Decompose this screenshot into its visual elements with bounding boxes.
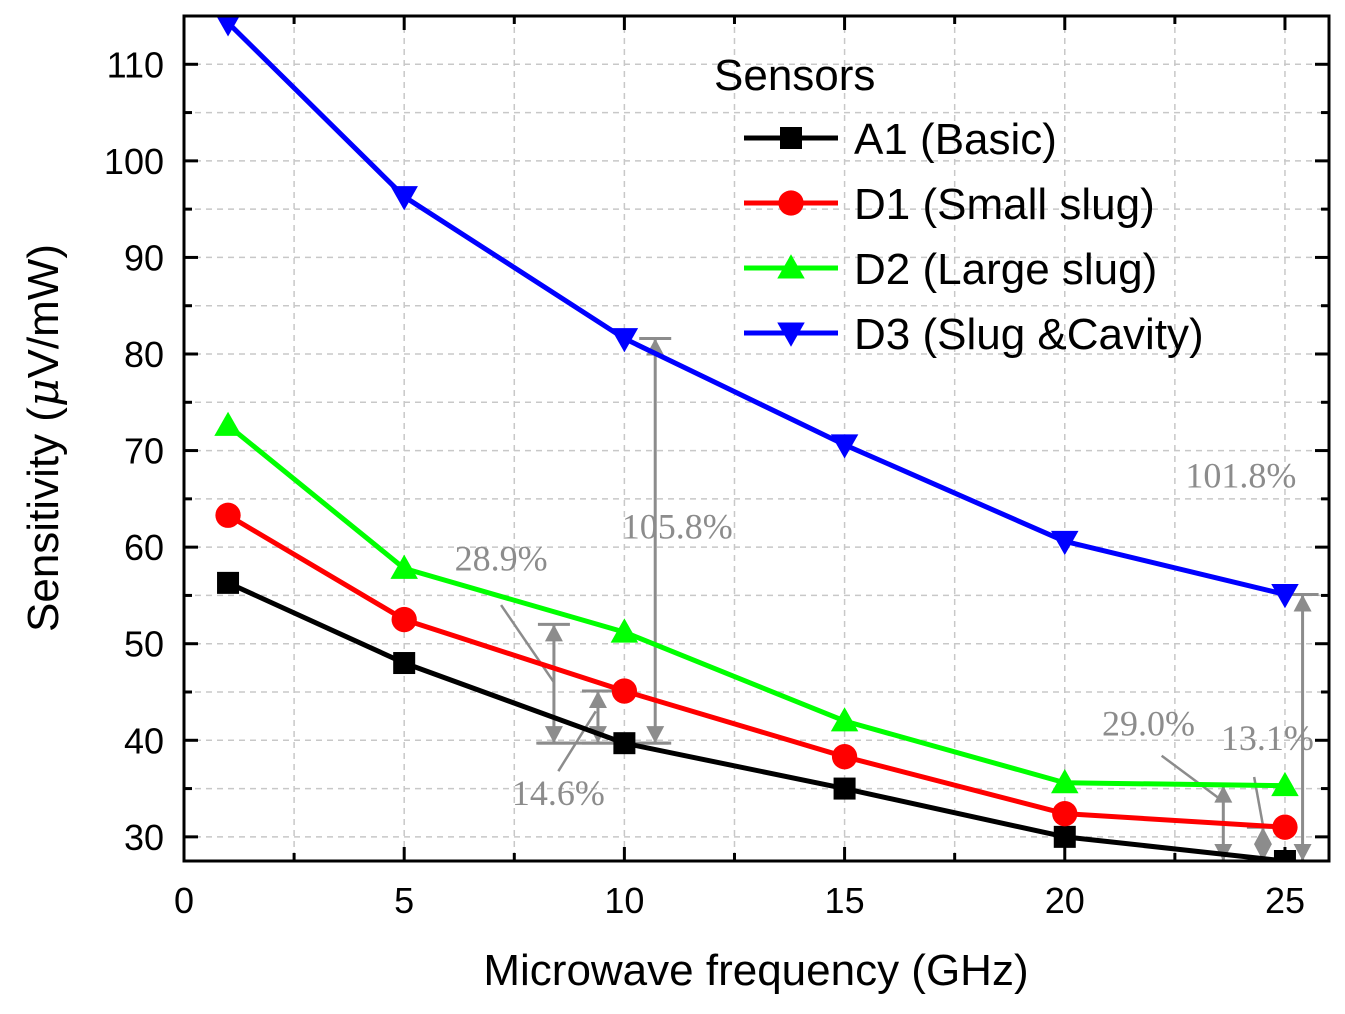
legend-entry-label: A1 (Basic)	[854, 115, 1057, 164]
legend-entry-label: D1 (Small slug)	[854, 180, 1155, 229]
annotation-leader-line	[1160, 754, 1220, 800]
legend-marker	[778, 190, 804, 216]
x-tick-label: 20	[1045, 880, 1085, 921]
y-tick-label: 110	[107, 44, 164, 85]
annotation-arrowhead	[588, 691, 607, 709]
series-line	[226, 20, 1286, 597]
y-tick-label: 40	[124, 720, 164, 761]
data-point	[611, 678, 638, 704]
legend-title: Sensors	[714, 51, 875, 100]
tick-labels: 0 5 10 15 20 25 30 40 50 60 70 80 90 100 110	[104, 44, 1305, 921]
data-point	[390, 186, 418, 211]
y-tick-label: 60	[124, 527, 164, 568]
legend-entry-label: D2 (Large slug)	[854, 245, 1157, 294]
y-tick-label: 90	[124, 237, 164, 278]
annotation-labels: 28.9% 14.6% 105.8% 29.0% 13.1% 101.8%	[455, 455, 1314, 813]
y-tick-label: 80	[124, 334, 164, 375]
data-point	[217, 571, 240, 594]
data-point	[393, 652, 416, 675]
legend-entry-label: D3 (Slug &Cavity)	[854, 310, 1204, 359]
data-point	[1051, 769, 1079, 794]
plot-area	[184, 16, 1329, 861]
x-tick-label: 10	[604, 880, 644, 921]
annotation-arrowhead	[1293, 844, 1312, 861]
x-tick-label: 25	[1265, 880, 1305, 921]
data-point	[215, 502, 241, 528]
series-line	[226, 423, 1285, 789]
data-point	[610, 328, 639, 353]
annotation-arrowhead	[544, 726, 563, 744]
annotation-label: 29.0%	[1102, 703, 1195, 743]
annotation-arrowhead	[646, 726, 665, 744]
x-tick-label: 15	[825, 880, 865, 921]
data-point	[610, 618, 639, 643]
y-tick-label: 50	[124, 624, 164, 665]
data-point	[391, 606, 417, 633]
grid	[184, 16, 1329, 861]
data-point	[216, 16, 240, 37]
data-point	[1051, 530, 1079, 556]
data-point	[833, 777, 856, 800]
y-tick-label: 30	[124, 817, 164, 858]
annotation-label: 13.1%	[1221, 718, 1314, 758]
y-axis-title: Sensitivity (μV/mW)	[18, 244, 69, 632]
data-point	[1271, 584, 1299, 609]
annotation-leader-line	[500, 604, 555, 684]
series-line	[227, 580, 1286, 861]
annotation-label: 14.6%	[512, 773, 605, 813]
legend-marker	[777, 322, 805, 347]
data-point	[214, 411, 242, 436]
data-point	[830, 707, 859, 732]
data-point	[390, 554, 418, 579]
x-axis-title: Microwave frequency (GHz)	[483, 946, 1028, 995]
data-point	[1271, 771, 1299, 797]
series-line	[226, 513, 1286, 830]
annotation-arrowhead	[1253, 844, 1272, 861]
data-point	[1272, 814, 1298, 840]
y-tick-label: 70	[124, 431, 164, 472]
data-point	[831, 744, 858, 770]
data-point	[830, 434, 859, 459]
x-tick-label: 0	[174, 880, 194, 921]
series	[214, 16, 1299, 861]
x-tick-label: 5	[394, 880, 414, 921]
y-tick-label: 100	[104, 141, 164, 182]
legend-marker	[780, 127, 802, 149]
data-point	[1053, 825, 1076, 848]
annotation-label: 101.8%	[1185, 455, 1296, 495]
axis-ticks	[182, 16, 1329, 861]
annotation-arrowhead	[544, 624, 563, 642]
annotation-label: 105.8%	[622, 506, 733, 546]
annotation-arrowhead	[1253, 827, 1272, 845]
annotation-arrowhead	[1214, 785, 1233, 803]
data-point	[1052, 801, 1078, 827]
annotation-leader-line	[557, 710, 597, 772]
legend-marker	[777, 254, 805, 279]
legend: Sensors A1 (Basic) D1 (Small slug) D2 (Lar…	[714, 51, 1204, 359]
annotation-label: 28.9%	[455, 538, 548, 578]
annotation-arrowhead	[1293, 594, 1312, 612]
data-point	[613, 732, 636, 755]
plot-frame	[182, 14, 1331, 863]
